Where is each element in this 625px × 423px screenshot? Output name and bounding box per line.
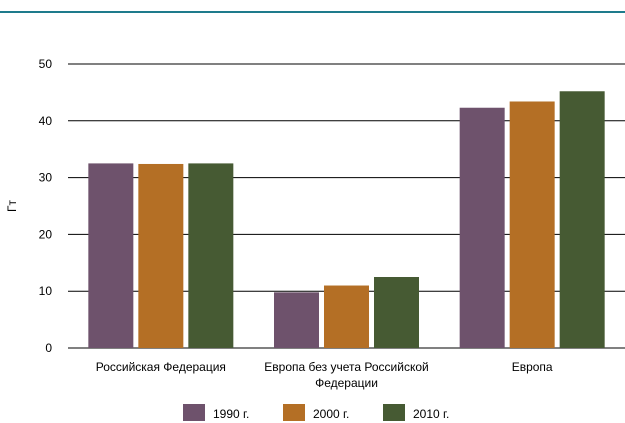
bar	[459, 107, 505, 349]
y-tick-label: 30	[39, 171, 53, 185]
bar	[559, 91, 605, 348]
header-rule	[0, 11, 625, 13]
legend-label: 1990 г.	[213, 407, 249, 421]
y-tick-label: 50	[39, 57, 53, 71]
legend-label: 2000 г.	[313, 407, 349, 421]
y-tick-label: 0	[45, 341, 52, 355]
bar	[374, 277, 419, 348]
y-tick-label: 10	[39, 284, 53, 298]
category-label: Федерации	[315, 376, 378, 390]
legend-swatch	[383, 404, 405, 421]
legend-swatch	[183, 404, 205, 421]
bar	[88, 163, 134, 348]
y-axis-label: Гт	[5, 200, 19, 212]
category-label: Европа без учета Российской	[264, 360, 428, 374]
bar	[188, 163, 234, 348]
bar	[509, 101, 555, 348]
legend-swatch	[283, 404, 305, 421]
bar	[274, 292, 319, 348]
legend-label: 2010 г.	[413, 407, 449, 421]
bar	[324, 285, 369, 348]
category-label: Российская Федерация	[96, 360, 226, 374]
y-tick-label: 40	[39, 114, 53, 128]
bar	[138, 163, 184, 348]
category-label: Европа	[512, 360, 553, 374]
y-tick-label: 20	[39, 227, 53, 241]
